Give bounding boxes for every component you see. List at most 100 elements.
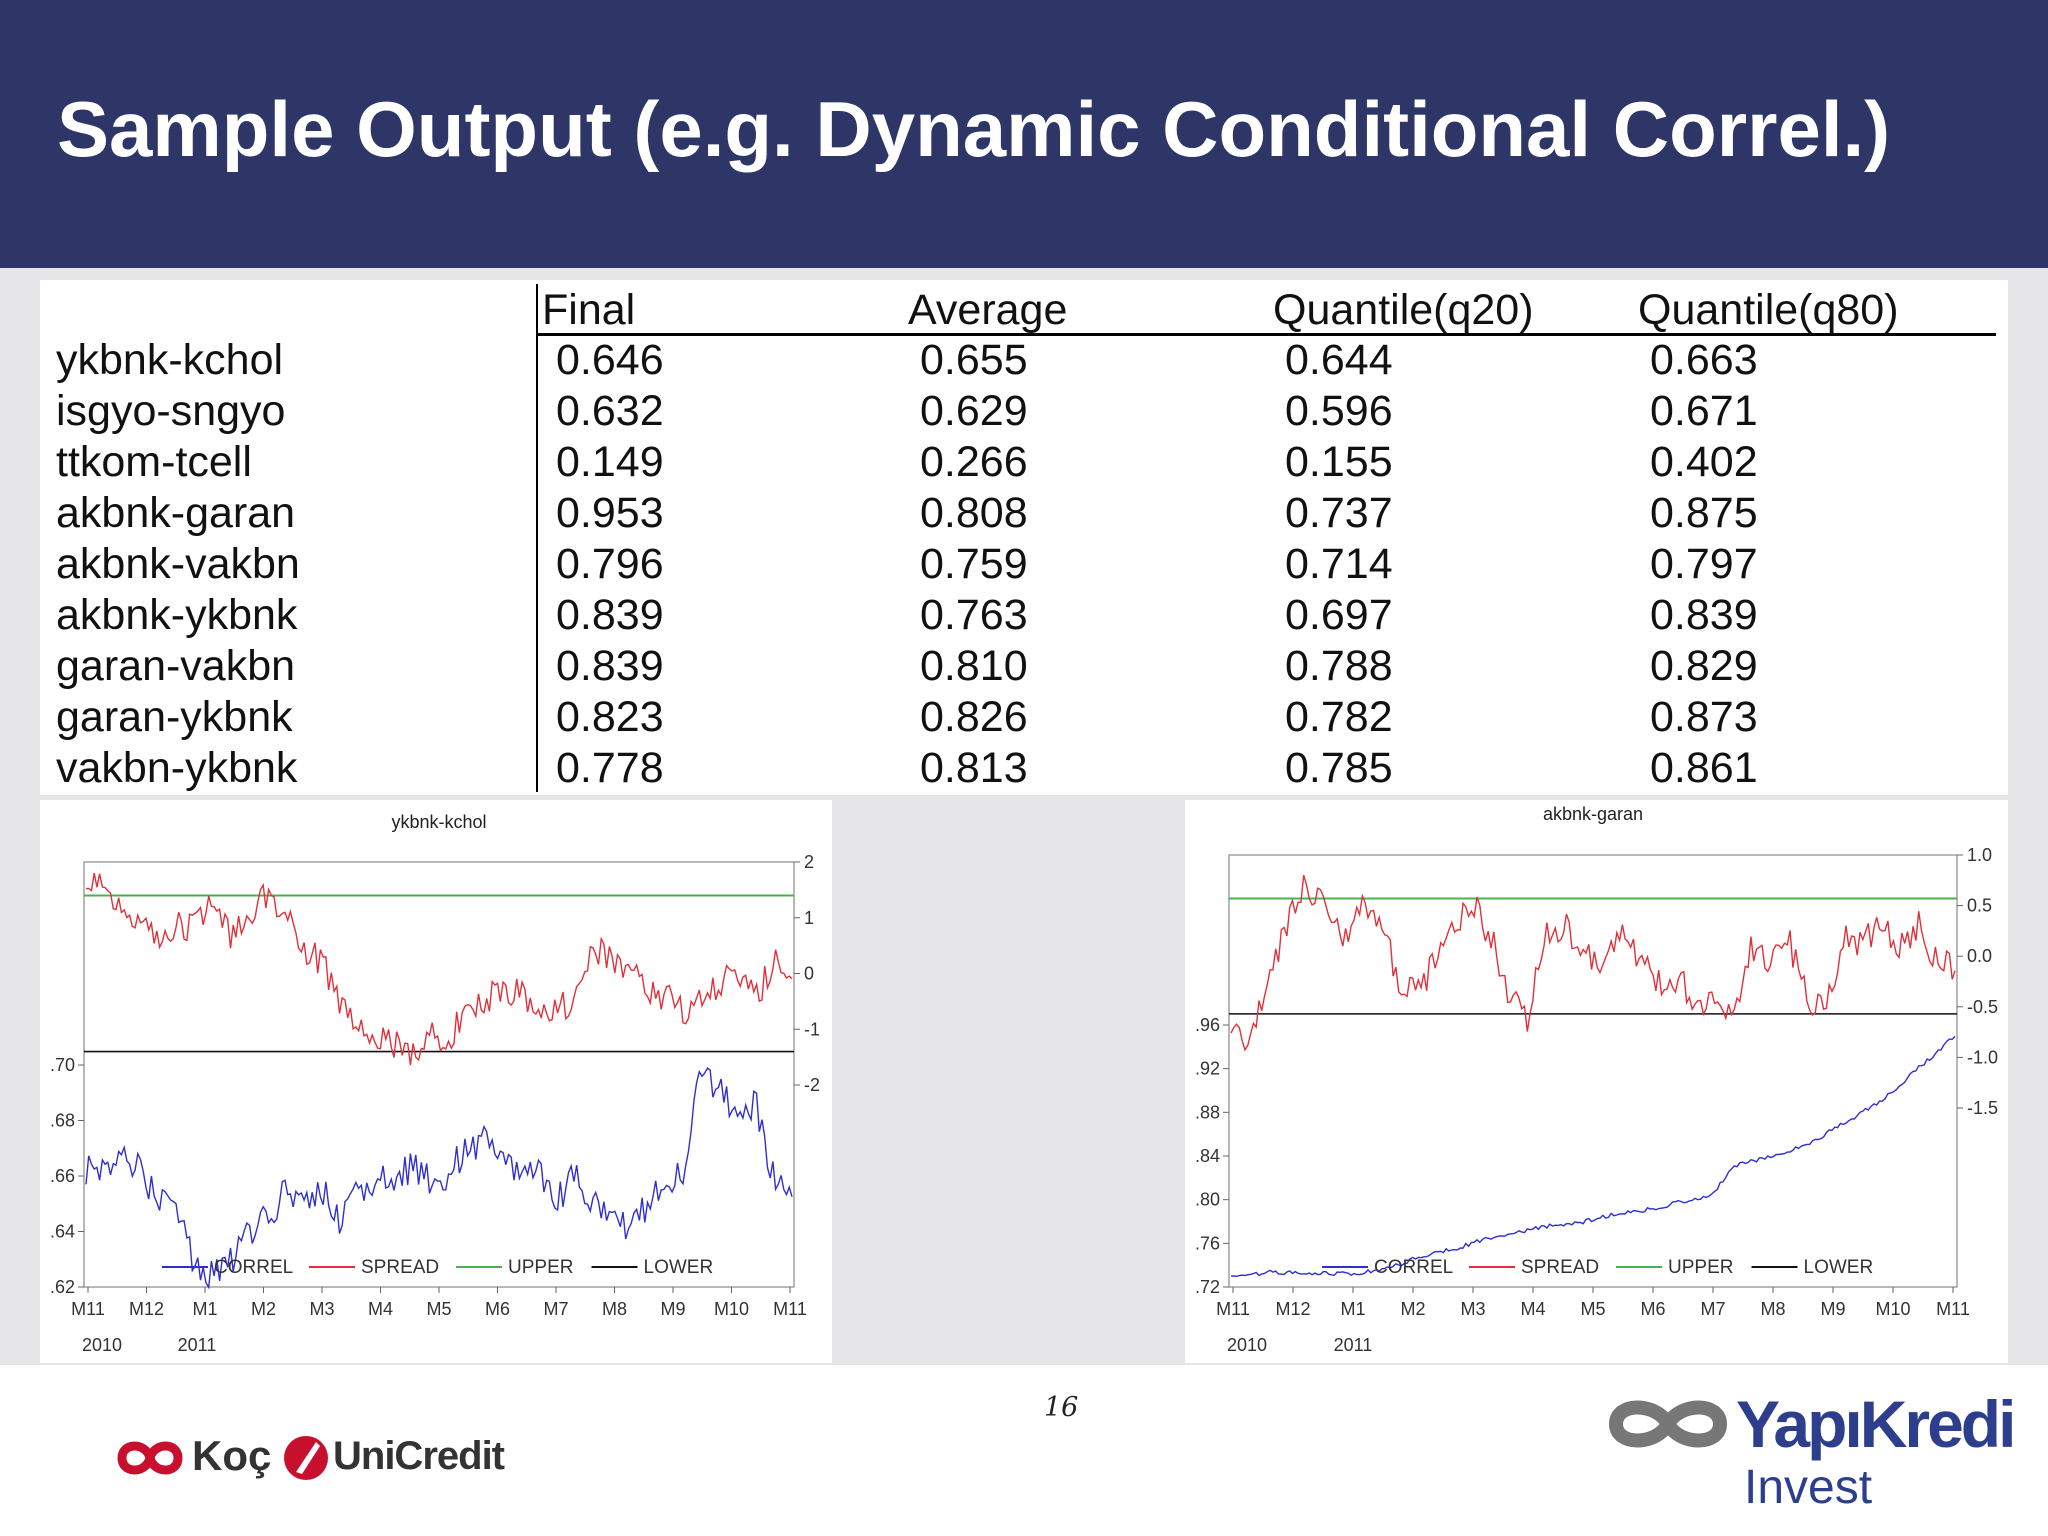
table-cell: 0.663 (1650, 336, 1758, 384)
table-cell: 0.797 (1650, 540, 1758, 588)
x-tick-label: M11 (1936, 1299, 1970, 1319)
x-tick-label: M7 (1700, 1299, 1725, 1319)
spread-series-line (1230, 875, 1956, 1052)
left-tick-label: .68 (50, 1111, 75, 1131)
yapikredi-logo-icon (1608, 1400, 1728, 1448)
unicredit-logo-text: UniCredit (333, 1434, 505, 1478)
header-final: Final (542, 286, 636, 334)
right-tick-label: 0 (804, 964, 814, 984)
plot-frame (1228, 854, 1958, 1288)
spread-series-line (85, 872, 793, 1066)
left-tick-label: .96 (1195, 1015, 1220, 1035)
table-cell: 0.953 (556, 489, 664, 537)
results-table-panel: Final Average Quantile(q20) Quantile(q80… (40, 280, 2008, 795)
table-header-rule (536, 333, 1996, 336)
x-tick-label: M7 (543, 1299, 568, 1319)
right-tick-label: -1.0 (1967, 1047, 1998, 1067)
x-tick-label: M8 (1760, 1299, 1785, 1319)
x-tick-label: M11 (71, 1299, 105, 1319)
table-row-label: garan-vakbn (56, 642, 296, 690)
table-row-label: vakbn-ykbnk (56, 744, 298, 792)
table-cell: 0.149 (556, 438, 664, 486)
table-cell: 0.778 (556, 744, 664, 792)
left-tick-label: .64 (50, 1222, 75, 1242)
right-tick-label: -1.5 (1967, 1098, 1998, 1118)
x-tick-label: M11 (1216, 1299, 1250, 1319)
x-tick-label: M3 (309, 1299, 334, 1319)
left-tick-label: .84 (1195, 1146, 1220, 1166)
table-cell: 0.646 (556, 336, 664, 384)
year-label: 2011 (178, 1335, 217, 1355)
table-cell: 0.839 (1650, 591, 1758, 639)
table-cell: 0.873 (1650, 693, 1758, 741)
table-cell: 0.875 (1650, 489, 1758, 537)
table-row-label: ykbnk-kchol (56, 336, 284, 384)
yapikredi-invest-text: Invest (1744, 1461, 1873, 1514)
left-tick-label: .76 (1195, 1233, 1220, 1253)
table-cell: 0.796 (556, 540, 664, 588)
table-cell: 0.655 (920, 336, 1028, 384)
left-tick-label: .92 (1195, 1059, 1220, 1079)
x-tick-label: M6 (485, 1299, 510, 1319)
x-tick-label: M2 (1400, 1299, 1425, 1319)
right-tick-label: -0.5 (1967, 997, 1998, 1017)
table-cell: 0.861 (1650, 744, 1758, 792)
right-tick-label: 1 (804, 908, 814, 928)
header-q20: Quantile(q20) (1273, 286, 1534, 334)
koc-logo-icon (117, 1441, 183, 1475)
table-row-label: akbnk-vakbn (56, 540, 300, 588)
yapikredi-logo-text: YapıKredi (1736, 1387, 2016, 1461)
left-tick-label: .88 (1195, 1102, 1220, 1122)
legend-label: CORREL (214, 1257, 293, 1278)
table-cell: 0.839 (556, 591, 664, 639)
chart-title: ykbnk-kchol (391, 812, 486, 832)
x-tick-label: M4 (368, 1299, 393, 1319)
table-cell: 0.759 (920, 540, 1028, 588)
table-row-label: garan-ykbnk (56, 693, 293, 741)
table-cell: 0.823 (556, 693, 664, 741)
year-label: 2011 (1334, 1335, 1373, 1355)
legend-label: LOWER (1804, 1257, 1874, 1278)
right-tick-label: 2 (804, 852, 814, 872)
table-cell: 0.629 (920, 387, 1028, 435)
table-cell: 0.763 (920, 591, 1028, 639)
left-tick-label: .62 (50, 1277, 75, 1297)
table-row-label: akbnk-garan (56, 489, 296, 537)
table-vertical-rule (536, 284, 538, 792)
x-tick-label: M1 (192, 1299, 217, 1319)
table-cell: 0.266 (920, 438, 1028, 486)
table-cell: 0.737 (1285, 489, 1393, 537)
correl-series-line (1230, 1035, 1956, 1278)
right-tick-label: -1 (804, 1019, 820, 1039)
year-label: 2010 (82, 1335, 122, 1355)
chart-ykbnk-kchol: ykbnk-kchol .62 .64 .66 .68 .70 -2 -1 0 1 2 M11 M12 M… (50, 812, 820, 1355)
legend-label: LOWER (644, 1257, 714, 1278)
right-tick-label: 0.0 (1967, 946, 1992, 966)
koc-logo-text: Koç (192, 1432, 272, 1479)
table-cell: 0.596 (1285, 387, 1393, 435)
x-tick-label: M1 (1340, 1299, 1365, 1319)
header-q80: Quantile(q80) (1638, 286, 1899, 334)
table-row-label: isgyo-sngyo (56, 387, 286, 435)
x-tick-label: M12 (1275, 1299, 1310, 1319)
table-cell: 0.782 (1285, 693, 1393, 741)
table-cell: 0.826 (920, 693, 1028, 741)
x-tick-label: M6 (1640, 1299, 1665, 1319)
unicredit-logo-icon (284, 1436, 328, 1480)
legend-label: UPPER (508, 1257, 573, 1278)
table-cell: 0.788 (1285, 642, 1393, 690)
chart-akbnk-garan: akbnk-garan .72 .76 .80 .84 .88 .92 .96 -1.5 -1.0… (1195, 804, 1998, 1355)
table-cell: 0.808 (920, 489, 1028, 537)
x-tick-label: M8 (602, 1299, 627, 1319)
x-tick-label: M3 (1460, 1299, 1485, 1319)
slide-footer (0, 1365, 2048, 1536)
left-tick-label: .72 (1195, 1277, 1220, 1297)
x-tick-label: M10 (1875, 1299, 1910, 1319)
right-tick-label: -2 (804, 1075, 820, 1095)
table-cell: 0.632 (556, 387, 664, 435)
x-tick-label: M12 (129, 1299, 164, 1319)
slide-header: Sample Output (e.g. Dynamic Conditional … (0, 0, 2048, 268)
table-cell: 0.785 (1285, 744, 1393, 792)
plot-frame (83, 861, 795, 1288)
x-tick-label: M10 (714, 1299, 749, 1319)
